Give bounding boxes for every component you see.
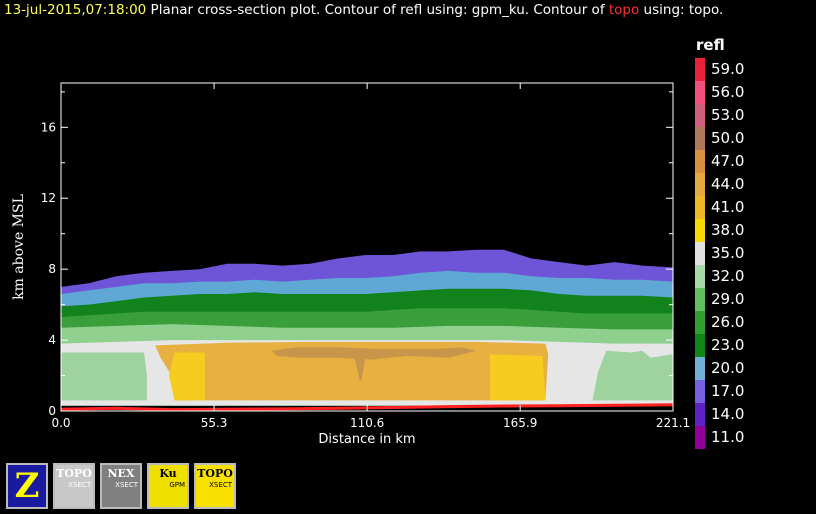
legend-entry: 29.0 [692, 288, 816, 311]
legend-swatch [695, 357, 705, 380]
legend-label: 32.0 [711, 267, 745, 285]
x-tick-label-4: 221.1 [656, 416, 690, 430]
zoom-button[interactable]: Z [6, 463, 48, 509]
legend-entry: 59.0 [692, 58, 816, 81]
plot-title: 13-jul-2015,07:18:00 Planar cross-sectio… [4, 2, 723, 18]
cross-section-plot: 0.0 55.3 110.6 165.9 221.1 0 4 8 12 16 Distance in… [11, 82, 690, 447]
legend-label: 44.0 [711, 175, 745, 193]
legend-entry: 17.0 [692, 380, 816, 403]
legend-swatch [695, 173, 705, 196]
core-band-3 [271, 347, 477, 360]
legend-swatch [695, 242, 705, 265]
legend-rows: 59.0 56.0 53.0 50.0 47.0 44.0 41.0 38.0 35.0 32.0… [692, 58, 816, 449]
legend-swatch [695, 81, 705, 104]
legend-entry: 11.0 [692, 426, 816, 449]
x-tick-label-3: 165.9 [503, 416, 537, 430]
y-tick-label-1: 4 [48, 333, 56, 347]
legend-label: 53.0 [711, 106, 745, 124]
core-band-1 [169, 352, 205, 401]
legend-label: 11.0 [711, 428, 745, 446]
legend-label: 26.0 [711, 313, 745, 331]
legend-label: 20.0 [711, 359, 745, 377]
low-refl-patch-0 [61, 352, 147, 401]
legend-label: 50.0 [711, 129, 745, 147]
legend-swatch [695, 311, 705, 334]
legend-swatch [695, 196, 705, 219]
legend-swatch [695, 150, 705, 173]
legend-swatch [695, 104, 705, 127]
title-text-1: Planar cross-section plot. Contour of re… [146, 2, 609, 18]
x-tick-label-2: 110.6 [350, 416, 384, 430]
refl-legend: refl 59.0 56.0 53.0 50.0 47.0 44.0 41.0 38.0 35.… [692, 36, 816, 449]
legend-label: 17.0 [711, 382, 745, 400]
legend-swatch [695, 380, 705, 403]
y-tick-label-2: 8 [48, 262, 56, 276]
legend-label: 23.0 [711, 336, 745, 354]
legend-entry: 50.0 [692, 127, 816, 150]
topo-xsect-button-sublabel: XSECT [68, 481, 91, 489]
zoom-button-label: Z [14, 466, 40, 506]
legend-entry: 35.0 [692, 242, 816, 265]
y-tick-label-4: 16 [41, 120, 56, 134]
low-refl-patch-1 [592, 350, 673, 401]
title-topo-highlight: topo [608, 2, 640, 18]
legend-label: 14.0 [711, 405, 745, 423]
topo-xsect-button[interactable]: TOPO XSECT [53, 463, 95, 509]
topo-xsect-yellow-button-sublabel: XSECT [209, 481, 232, 489]
legend-swatch [695, 426, 705, 449]
legend-swatch [695, 265, 705, 288]
x-tick-label-0: 0.0 [51, 416, 70, 430]
legend-entry: 20.0 [692, 357, 816, 380]
legend-label: 38.0 [711, 221, 745, 239]
y-tick-label-3: 12 [41, 191, 56, 205]
legend-label: 35.0 [711, 244, 745, 262]
legend-swatch [695, 219, 705, 242]
legend-entry: 14.0 [692, 403, 816, 426]
ku-gpm-xsect-button[interactable]: Ku GPM [147, 463, 189, 509]
y-axis-label: km above MSL [11, 194, 27, 300]
core-band-4 [354, 357, 366, 381]
legend-swatch [695, 334, 705, 357]
legend-swatch [695, 58, 705, 81]
legend-entry: 26.0 [692, 311, 816, 334]
topo-line [60, 403, 674, 412]
xsect-nex-button[interactable]: NEX XSECT [100, 463, 142, 509]
legend-label: 56.0 [711, 83, 745, 101]
legend-title: refl [696, 36, 725, 54]
title-text-2: using: topo. [639, 2, 724, 18]
legend-entry: 47.0 [692, 150, 816, 173]
ku-gpm-xsect-button-sublabel: GPM [169, 481, 185, 489]
legend-entry: 53.0 [692, 104, 816, 127]
legend-entry: 32.0 [692, 265, 816, 288]
legend-label: 47.0 [711, 152, 745, 170]
legend-label: 29.0 [711, 290, 745, 308]
legend-swatch [695, 403, 705, 426]
topo-xsect-button-label: TOPO [56, 467, 92, 480]
legend-entry: 23.0 [692, 334, 816, 357]
legend-entry: 38.0 [692, 219, 816, 242]
title-timestamp: 13-jul-2015,07:18:00 [4, 2, 147, 18]
legend-swatch [695, 127, 705, 150]
legend-label: 59.0 [711, 60, 745, 78]
topo-xsect-yellow-button-label: TOPO [197, 467, 233, 480]
xsect-nex-button-label: NEX [107, 467, 135, 480]
topo-xsect-yellow-button[interactable]: TOPO XSECT [194, 463, 236, 509]
legend-swatch [695, 288, 705, 311]
core-band-2 [490, 354, 546, 401]
legend-entry: 41.0 [692, 196, 816, 219]
legend-entry: 44.0 [692, 173, 816, 196]
legend-label: 41.0 [711, 198, 745, 216]
xsect-nex-button-sublabel: XSECT [115, 481, 138, 489]
x-axis-label: Distance in km [318, 432, 415, 447]
y-tick-label-0: 0 [48, 404, 56, 418]
x-tick-label-1: 55.3 [201, 416, 228, 430]
ku-gpm-xsect-button-label: Ku [159, 467, 177, 480]
legend-entry: 56.0 [692, 81, 816, 104]
